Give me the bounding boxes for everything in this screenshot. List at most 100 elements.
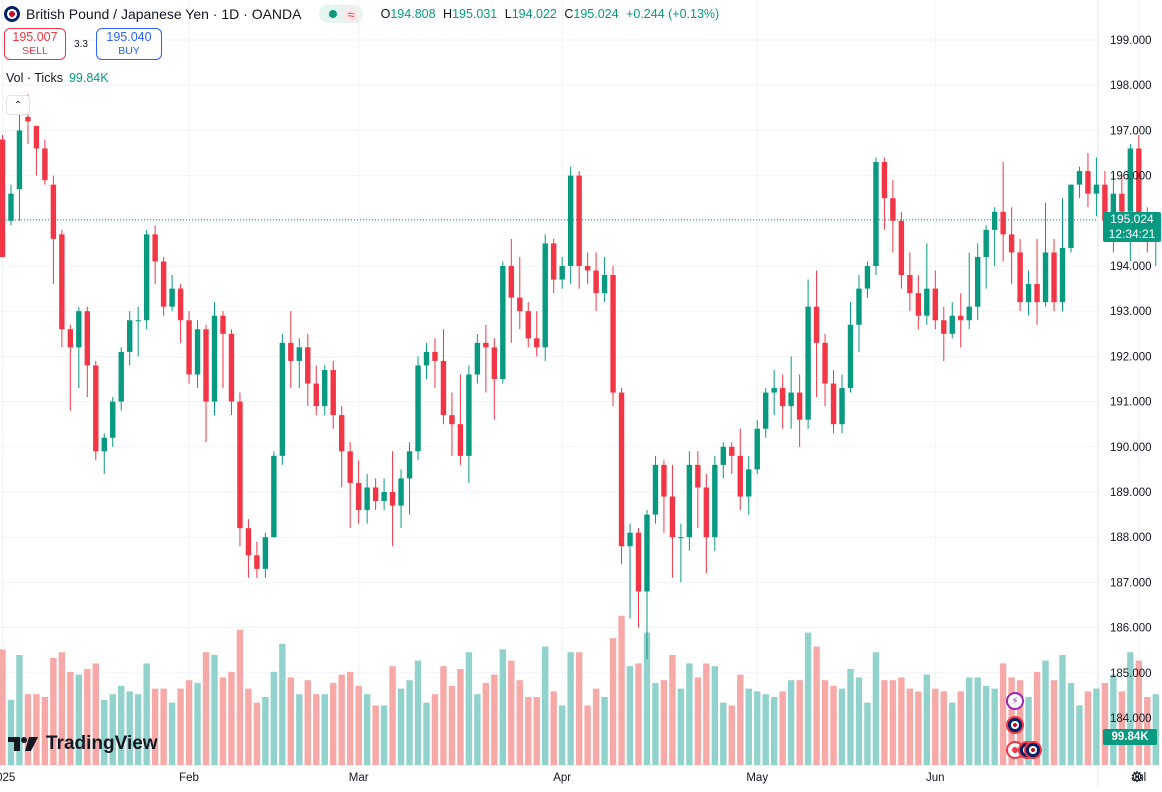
candle-body [576, 175, 582, 266]
volume-bar [508, 660, 515, 765]
volume-bar [864, 702, 871, 765]
trade-panel: 195.007 SELL 3.3 195.040 BUY [4, 28, 162, 60]
candle-body [907, 275, 913, 294]
price-tick-label: 199.000 [1110, 35, 1152, 47]
volume-bar [787, 680, 795, 765]
volume-bar [202, 652, 210, 765]
volume-bar [313, 694, 320, 765]
sell-button[interactable]: 195.007 SELL [4, 28, 66, 60]
volume-bar [720, 702, 727, 765]
time-tick-label: May [746, 772, 768, 784]
candle-body [517, 297, 523, 312]
candle-body [567, 175, 574, 266]
volume-bar [728, 705, 735, 765]
volume-bar [16, 655, 23, 765]
sell-label: SELL [22, 45, 48, 57]
volume-bar [1135, 660, 1143, 765]
candle-body [440, 360, 447, 416]
volume-bar [1059, 655, 1066, 765]
price-tick-label: 193.000 [1110, 306, 1152, 318]
volume-bar [1110, 674, 1117, 765]
symbol-title[interactable]: British Pound / Japanese Yen · 1D · OAND… [26, 6, 302, 22]
candle-body [652, 464, 659, 515]
volume-bar [270, 671, 278, 765]
candle-body [152, 234, 158, 262]
candle-body [584, 266, 591, 271]
volume-bar [779, 691, 786, 765]
candle-body [796, 392, 803, 420]
volume-bar [431, 694, 439, 765]
candle-body [8, 193, 14, 221]
candle-body [0, 139, 6, 257]
volume-bar [558, 705, 566, 765]
candle-body [84, 311, 90, 366]
candle-body [941, 320, 947, 334]
ohlc-low-key: L [504, 7, 512, 21]
volume-bar [703, 663, 710, 765]
volume-bar [346, 671, 354, 765]
uk-event-flag-icon[interactable] [1024, 741, 1042, 759]
buy-button[interactable]: 195.040 BUY [96, 28, 162, 60]
volume-legend[interactable]: Vol · Ticks 99.84K [6, 71, 109, 85]
tradingview-logo[interactable]: TradingView [8, 733, 158, 755]
volume-bar [482, 683, 490, 765]
candle-body [763, 392, 769, 429]
time-tick-label: Jul [1131, 772, 1146, 784]
volume-bar [143, 663, 150, 765]
time-tick-label: Apr [553, 772, 571, 784]
price-tick-label: 190.000 [1110, 442, 1152, 454]
price-tick-label: 187.000 [1110, 577, 1152, 589]
volume-bar [474, 694, 481, 765]
volume-bar [618, 615, 625, 765]
time-axis-labels: 2025 Feb Mar Apr May Jun Jul [0, 772, 1146, 784]
volume-bar [1025, 697, 1032, 765]
time-tick-label: 2025 [0, 772, 15, 784]
candle-body [135, 320, 141, 322]
price-axis-labels: 199.000198.000197.000196.000195.000194.0… [1110, 35, 1152, 725]
candle-body [559, 266, 565, 280]
candle-body [1127, 148, 1134, 212]
ohlc-low-value: 194.022 [511, 7, 557, 21]
volume-bar [1042, 660, 1049, 765]
volume-bar [126, 691, 133, 765]
volume-bar [889, 680, 897, 765]
candle-body [118, 351, 124, 402]
volume-bar [41, 697, 49, 765]
candle-body [16, 130, 23, 190]
uk-event-flag-icon[interactable] [1006, 716, 1024, 734]
volume-bar [33, 694, 40, 765]
candle-body [220, 315, 226, 334]
volume-bar [932, 688, 939, 765]
volume-bar [923, 674, 931, 765]
price-tick-label: 198.000 [1110, 80, 1152, 92]
buy-price: 195.040 [106, 30, 152, 44]
volume-bar [872, 652, 880, 765]
volume-bar [338, 674, 345, 765]
volume-bar [584, 705, 591, 765]
candle-body [746, 469, 752, 497]
volume-bar [389, 666, 396, 765]
candle-body [720, 446, 726, 465]
volume-bar [67, 671, 74, 765]
chart-settings-icon[interactable]: ⚙ [1130, 769, 1144, 786]
lightning-event-icon[interactable]: ⚡ [1006, 692, 1024, 710]
volume-bar [643, 632, 651, 765]
volume-bar [1076, 705, 1083, 765]
candle-body [432, 351, 438, 361]
candle-body [398, 478, 404, 506]
candle-body [288, 342, 294, 361]
volume-bar [440, 666, 447, 765]
time-tick-label: Jun [926, 772, 945, 784]
candle-body [339, 415, 345, 452]
collapse-legend-button[interactable]: ⌃ [6, 95, 30, 115]
candle-body [991, 211, 998, 230]
market-status-badges[interactable]: ≈ [319, 5, 363, 23]
candle-body [1059, 247, 1066, 303]
buy-label: BUY [118, 45, 140, 57]
candle-body [1051, 252, 1057, 303]
candle-body [101, 437, 107, 452]
volume-bar [567, 652, 574, 765]
volume-bar [219, 677, 227, 765]
